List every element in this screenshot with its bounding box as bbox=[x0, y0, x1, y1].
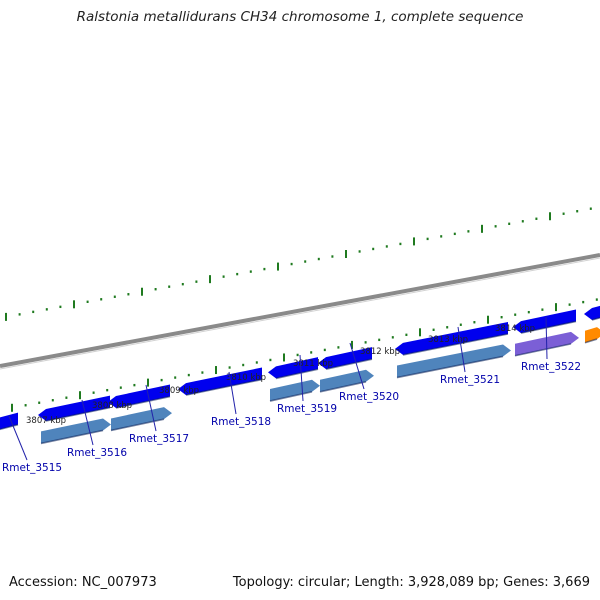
gene-arrow-reverse-5-edge bbox=[396, 355, 504, 379]
gene-arrow-reverse-4-edge bbox=[319, 381, 367, 393]
backbone-line bbox=[0, 253, 600, 368]
kbp-label-3810: 3810 kbp bbox=[226, 373, 266, 383]
gene-arrow-3518-edge bbox=[185, 378, 263, 396]
kbp-label-3807: 3807 kbp bbox=[26, 416, 66, 426]
gene-arrow-reverse-1 bbox=[41, 418, 111, 444]
gene-arrow-next-edge bbox=[591, 316, 600, 321]
kbp-labels: 3807 kbp 3808 kbp 3809 kbp 3810 kbp 3811 kbp… bbox=[26, 324, 535, 426]
gene-leader-Rmet_3522 bbox=[545, 316, 548, 360]
gene-arrow-reverse-5 bbox=[397, 344, 511, 378]
gene-arrow-reverse-2-edge bbox=[110, 418, 165, 432]
gene-leader-Rmet_3518 bbox=[228, 371, 237, 415]
gene-arrow-3519 bbox=[268, 357, 318, 379]
gene-leader-Rmet_3520 bbox=[349, 342, 365, 390]
gene-arrow-3515-edge bbox=[0, 423, 19, 431]
gene-track bbox=[0, 305, 600, 445]
gene-leader-Rmet_3521 bbox=[457, 326, 466, 373]
map-title: Ralstonia metallidurans CH34 chromosome … bbox=[76, 9, 524, 25]
gene-leader-Rmet_3517 bbox=[145, 384, 157, 432]
gene-arrow-3516 bbox=[38, 395, 110, 421]
gene-arrow-3518 bbox=[178, 367, 262, 396]
gene-label-Rmet_3519: Rmet_3519 bbox=[277, 403, 337, 415]
gene-arrow-3519-edge bbox=[275, 368, 319, 380]
kbp-label-3812: 3812 kbp bbox=[360, 347, 400, 357]
gene-label-Rmet_3522: Rmet_3522 bbox=[521, 361, 581, 373]
kbp-label-3808: 3808 kbp bbox=[92, 401, 132, 411]
inner-tick-row bbox=[11, 298, 598, 412]
gene-label-Rmet_3518: Rmet_3518 bbox=[211, 416, 271, 428]
gene-arrow-3516-edge bbox=[45, 406, 111, 422]
gene-arrow-reverse-1-edge bbox=[40, 429, 104, 445]
gene-arrow-3520-edge bbox=[325, 358, 373, 370]
gene-arrow-3520 bbox=[318, 347, 372, 370]
gene-arrow-3521 bbox=[395, 322, 508, 355]
kbp-label-3809: 3809 kbp bbox=[159, 386, 199, 396]
gene-label-Rmet_3515: Rmet_3515 bbox=[2, 462, 62, 474]
gene-arrow-next bbox=[584, 305, 600, 320]
outer-tick-row bbox=[5, 207, 592, 321]
gene-arrow-reverse-3-edge bbox=[269, 391, 313, 402]
gene-arrow-reverse-4 bbox=[320, 369, 374, 392]
gene-label-Rmet_3516: Rmet_3516 bbox=[67, 447, 127, 459]
gene-arrow-3522-edge bbox=[520, 320, 577, 334]
gene-arrow-3522 bbox=[513, 309, 576, 334]
gene-label-Rmet_3521: Rmet_3521 bbox=[440, 374, 500, 386]
accession-label: Accession: NC_007973 bbox=[9, 575, 157, 590]
backbone-highlight bbox=[0, 257, 600, 370]
kbp-label-3813: 3813 kbp bbox=[428, 335, 468, 345]
gene-label-Rmet_3517: Rmet_3517 bbox=[129, 433, 189, 445]
gene-arrow-orange-edge bbox=[584, 338, 598, 344]
gene-arrow-purple-edge bbox=[514, 343, 572, 357]
backbone bbox=[0, 253, 600, 370]
gene-leader-Rmet_3515 bbox=[8, 415, 28, 461]
kbp-label-3814: 3814 kbp bbox=[495, 324, 535, 334]
gene-leader-Rmet_3516 bbox=[81, 399, 94, 446]
gene-label-Rmet_3520: Rmet_3520 bbox=[339, 391, 399, 403]
gene-leader-Rmet_3519 bbox=[299, 354, 304, 402]
gene-arrow-3521-edge bbox=[402, 333, 509, 356]
gene-arrow-reverse-2 bbox=[111, 407, 172, 431]
gene-arrow-3517-edge bbox=[115, 395, 171, 409]
kbp-label-3811: 3811 kbp bbox=[293, 359, 333, 369]
summary-label: Topology: circular; Length: 3,928,089 bp… bbox=[232, 575, 590, 590]
gene-arrow-reverse-3 bbox=[270, 379, 320, 402]
gene-arrow-3517 bbox=[108, 384, 170, 409]
